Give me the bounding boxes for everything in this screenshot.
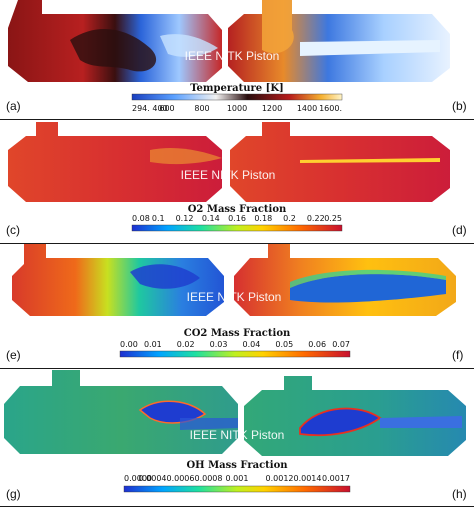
divider-2 — [0, 243, 474, 244]
label-b: (b) — [452, 99, 467, 113]
colorbar-tick-label: 0.2 — [283, 214, 296, 223]
colorbar-tick-label: 0.01 — [144, 340, 162, 349]
oh-flame-g — [138, 400, 207, 424]
colorbar-co2 — [119, 350, 351, 358]
label-h: (h) — [452, 487, 467, 501]
panel-co2: IEEE NITK Piston CO2 Mass Fraction 0.00 0… — [6, 244, 463, 362]
colorbar-tick-label: 0.0000 — [124, 474, 152, 483]
colorbar-temperature — [131, 93, 343, 101]
co2-jet-f — [290, 274, 446, 303]
label-g: (g) — [6, 487, 21, 501]
colorbar-tick-label: 0.0017 — [322, 474, 350, 483]
title-o2: O2 Mass Fraction — [188, 204, 287, 215]
colorbar-tick-label: 0.18 — [254, 214, 272, 223]
colorbar-tick-label: 1600. — [319, 104, 342, 113]
colorbar-tick-label: 0.08 — [132, 214, 150, 223]
chamber-g — [4, 370, 238, 454]
colorbar-tick-label: 0.04 — [243, 340, 261, 349]
colorbar-tick-label: 0.00040.00060.0008 — [139, 474, 223, 483]
watermark-4: IEEE NITK Piston — [190, 428, 285, 442]
label-f: (f) — [452, 348, 463, 362]
panel-temperature: IEEE NITK Piston Temperature [K] 294. 40… — [6, 0, 467, 113]
ticks-o2: 0.08 0.1 0.12 0.14 0.16 0.18 0.2 0.22 0.25 — [132, 214, 342, 223]
jet-b — [300, 40, 440, 56]
o2-jet-d — [300, 158, 440, 163]
colorbar-tick-label: 0.16 — [228, 214, 246, 223]
colorbar-tick-label: 600 — [159, 104, 174, 113]
hot-core-b — [262, 0, 294, 54]
label-c: (c) — [6, 223, 20, 237]
colorbar-tick-label: 0.07 — [332, 340, 350, 349]
title-co2: CO2 Mass Fraction — [184, 328, 291, 339]
colorbar-tick-label: 0.03 — [210, 340, 228, 349]
colorbar-tick-label: 1000 — [227, 104, 247, 113]
colorbar-tick-label: 294. 400 — [132, 104, 168, 113]
co2-eddy-e — [130, 264, 200, 289]
colorbar-tick-label: 0.22 — [307, 214, 325, 223]
colorbar-oh — [123, 485, 351, 493]
colorbar-tick-label: 0.001 — [226, 474, 249, 483]
divider-3 — [0, 368, 474, 369]
label-d: (d) — [452, 223, 467, 237]
colorbar-tick-label: 1200 — [262, 104, 282, 113]
oh-core-g — [180, 418, 238, 430]
title-oh: OH Mass Fraction — [186, 460, 288, 471]
oh-flame-h — [299, 407, 382, 437]
o2-streak-c — [150, 147, 222, 165]
colorbar-o2 — [131, 224, 343, 232]
colorbar-tick-label: 0.02 — [177, 340, 195, 349]
watermark-1: IEEE NITK Piston — [185, 49, 280, 63]
chamber-e — [12, 244, 224, 316]
watermark-3: IEEE NITK Piston — [187, 290, 282, 304]
divider-bottom — [0, 506, 474, 507]
colorbar-tick-label: 0.25 — [324, 214, 342, 223]
jet-a — [160, 34, 218, 57]
colorbar-tick-label: 0.12 — [176, 214, 194, 223]
plume-a — [70, 28, 157, 72]
colorbar-tick-label: 0.05 — [275, 340, 293, 349]
colorbar-tick-label: 1400 — [297, 104, 317, 113]
panel-oh: IEEE NITK Piston OH Mass Fraction 0.0000… — [4, 370, 467, 501]
colorbar-tick-label: 0.06 — [308, 340, 326, 349]
title-temperature: Temperature [K] — [190, 83, 284, 94]
co2-edge-f — [290, 269, 446, 288]
panel-o2: IEEE NITK Piston O2 Mass Fraction 0.08 0.… — [6, 122, 467, 237]
watermark-2: IEEE NITK Piston — [181, 168, 276, 182]
label-e: (e) — [6, 348, 21, 362]
colorbar-tick-label: 0.00120.0014 — [266, 474, 322, 483]
label-a: (a) — [6, 99, 21, 113]
ticks-co2: 0.00 0.01 0.02 0.03 0.04 0.05 0.06 0.07 — [120, 340, 350, 349]
colorbar-tick-label: 0.1 — [152, 214, 165, 223]
divider-1 — [0, 119, 474, 120]
chamber-c — [8, 122, 222, 202]
colorbar-tick-label: 0.00 — [120, 340, 138, 349]
oh-jet-h — [380, 416, 462, 428]
colorbar-tick-label: 0.14 — [202, 214, 220, 223]
colorbar-tick-label: 800 — [194, 104, 209, 113]
